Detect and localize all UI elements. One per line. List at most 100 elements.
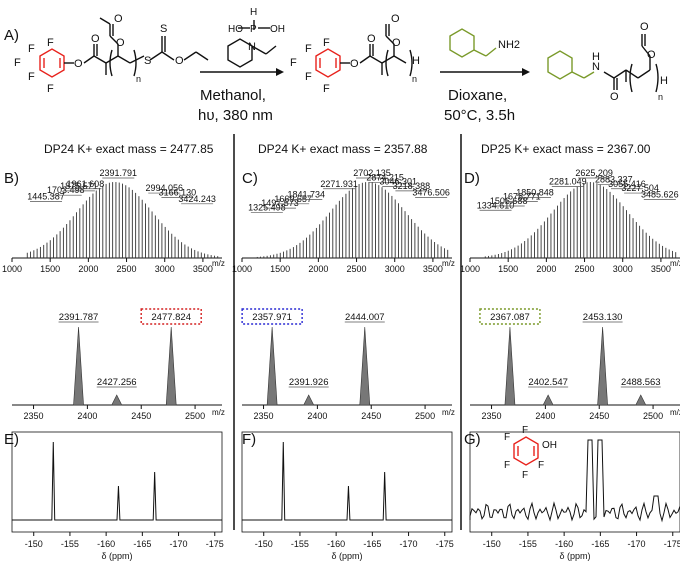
zoom-peak (73, 326, 84, 406)
column-title-2: DP24 K+ exact mass = 2357.88 (258, 142, 428, 156)
zoom-peak-box (241, 308, 303, 325)
ms-peak-label: 3476.506 (412, 187, 450, 197)
zoom-peak-label: 2453.130 (583, 312, 623, 323)
svg-text:F: F (305, 43, 312, 55)
zoom-tick-label: 2450 (589, 411, 609, 421)
reactant-structure (39, 17, 209, 78)
column-title-3: DP25 K+ exact mass = 2367.00 (481, 142, 651, 156)
ms-peak-label: 2271.931 (320, 179, 358, 189)
ms-peak-label: 1497.573 (261, 198, 299, 208)
ms-peak-label: 1850.848 (516, 187, 554, 197)
zoom-tick-label: 2400 (535, 411, 555, 421)
svg-text:H: H (412, 55, 420, 67)
ms-tick-label: 1000 (2, 264, 22, 274)
panel-label-e: E) (4, 431, 19, 448)
ms-peak-label: 1334.610 (477, 200, 515, 210)
ms-peak-label: 2702.135 (353, 168, 391, 178)
panel-label-d: D) (464, 170, 480, 187)
zoom-tick-label: 2450 (361, 411, 381, 421)
zoom-peak (359, 326, 371, 406)
step1-conditions: hυ, 380 nm (198, 107, 273, 124)
svg-text:F: F (28, 43, 35, 55)
reagent-atom-labels: H P HO OH N (228, 7, 285, 53)
nmr-axis-label: δ (ppm) (101, 551, 132, 561)
pentafluorophenol-labels: F F F F F OH (504, 425, 557, 481)
zoom-unit-label: m/z (442, 408, 455, 417)
svg-text:O: O (367, 33, 376, 45)
svg-text:O: O (391, 13, 400, 25)
ms-tick-label: 1500 (498, 264, 518, 274)
zoom-peak (266, 326, 278, 406)
column-3: 100015002000250030003500m/z1334.6101506.… (460, 168, 680, 561)
nmr-tick-label: -175 (436, 539, 454, 549)
svg-text:O: O (91, 33, 100, 45)
nmr-tick-label: -150 (255, 539, 273, 549)
zoom-peak-label: 2402.547 (528, 377, 568, 388)
svg-text:F: F (538, 460, 544, 471)
ms-peak-label: 1506.688 (490, 196, 528, 206)
ms-tick-label: 2000 (536, 264, 556, 274)
svg-text:O: O (647, 49, 656, 61)
reagent-structure (227, 20, 277, 68)
svg-text:F: F (47, 83, 54, 95)
nmr-tick-label: -160 (97, 539, 115, 549)
zoom-peak-box (479, 308, 541, 325)
step2-solvent: Dioxane, (448, 87, 507, 104)
product-atom-labels: N H O O O n H (592, 21, 668, 103)
intermediate-atom-labels: F F F F F O O O O n H (290, 13, 420, 95)
zoom-tick-label: 2400 (307, 411, 327, 421)
nmr-tick-label: -165 (363, 539, 381, 549)
ms-tick-label: 2000 (78, 264, 98, 274)
zoom-tick-label: 2400 (77, 411, 97, 421)
column-title-1: DP24 K+ exact mass = 2477.85 (44, 142, 214, 156)
panel-label-f: F) (242, 431, 256, 448)
nmr-tick-label: -175 (206, 539, 224, 549)
ms-tick-label: 1000 (232, 264, 252, 274)
benzylamine-structure (449, 28, 497, 58)
svg-text:F: F (323, 83, 330, 95)
svg-text:N: N (248, 41, 256, 53)
ms-peak-label: 2874.215 (366, 172, 404, 182)
ms-peak-label: 3166.130 (159, 187, 197, 197)
svg-text:O: O (350, 58, 359, 70)
nmr-tick-label: -165 (133, 539, 151, 549)
nmr-trace (12, 441, 222, 521)
zoom-tick-label: 2500 (643, 411, 663, 421)
step1-solvent: Methanol, (200, 87, 266, 104)
svg-text:F: F (522, 470, 528, 481)
ms-peak-label: 3055.416 (608, 179, 646, 189)
svg-text:F: F (290, 57, 297, 69)
svg-text:O: O (640, 21, 649, 33)
ms-peak-label: 1961.608 (67, 179, 105, 189)
svg-text:O: O (74, 58, 83, 70)
ms-peak-label: 2391.791 (100, 168, 138, 178)
nmr-tick-label: -170 (400, 539, 418, 549)
pentafluorophenol-inset (513, 436, 539, 466)
zoom-peak-label: 2391.787 (59, 312, 99, 323)
nmr-tick-label: -170 (628, 539, 646, 549)
ms-tick-label: 2500 (347, 264, 367, 274)
nmr-axis-label: δ (ppm) (559, 551, 590, 561)
svg-text:F: F (504, 432, 510, 443)
nmr-frame (11, 431, 223, 533)
svg-text:O: O (392, 37, 401, 49)
ms-peak-label: 1669.657 (274, 194, 312, 204)
svg-text:H: H (592, 51, 600, 63)
svg-text:H: H (660, 75, 668, 87)
zoom-peak (635, 394, 647, 406)
nh2-label: NH2 (498, 39, 520, 51)
arrow-head-1 (276, 68, 284, 76)
panel-label-b: B) (4, 170, 19, 187)
nmr-trace (242, 441, 452, 521)
nmr-frame (241, 431, 453, 533)
zoom-tick-label: 2500 (185, 411, 205, 421)
svg-text:F: F (504, 460, 510, 471)
nmr-tick-label: -155 (61, 539, 79, 549)
ms-peak-label: 3485.626 (641, 190, 679, 200)
svg-text:O: O (114, 13, 123, 25)
svg-text:O: O (116, 37, 125, 49)
ms-peak-label: 3218.388 (393, 181, 431, 191)
zoom-peak (165, 326, 177, 406)
spectra-plots: 1000 1500 2000 2500 3000 3500m/z1445.3871703.… (2, 168, 680, 561)
product-structure (547, 34, 659, 93)
